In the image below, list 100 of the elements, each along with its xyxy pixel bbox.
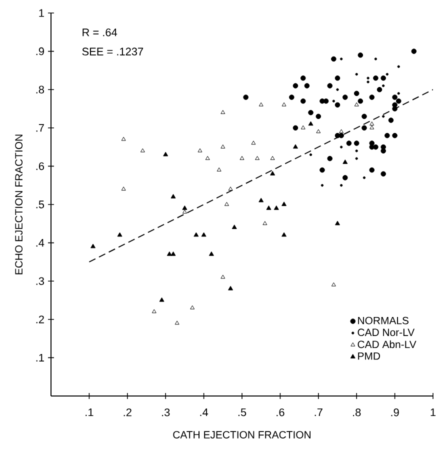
y-tick-label: .2 [36,316,44,324]
point [332,100,336,102]
point [174,320,180,325]
point [388,118,394,123]
point [266,205,272,210]
point [362,114,367,120]
point [346,140,352,146]
point [340,58,343,60]
point [355,150,358,152]
point [358,98,364,104]
x-tick-label: .8 [353,408,361,416]
point [170,194,176,198]
point [201,232,206,237]
point [282,202,287,206]
point [342,160,348,164]
x-tick-label: .3 [162,408,170,416]
point [370,125,374,130]
x-tick-label: .4 [200,408,208,416]
point [224,202,229,206]
point [382,115,385,118]
point [300,75,306,81]
point [208,251,214,256]
x-tick-label: .5 [238,408,246,416]
point [369,94,375,100]
point [194,232,199,237]
point [338,132,344,138]
point [355,157,358,160]
point [354,102,359,106]
point [316,129,321,134]
point [140,148,145,152]
point [336,88,339,91]
point [397,65,400,68]
point [392,94,398,100]
point [240,156,244,160]
point [258,102,264,106]
point [362,176,366,180]
x-axis-title: CATH EJECTION FRACTION [173,431,310,438]
point [335,220,340,226]
point [292,144,298,149]
point [384,132,390,138]
legend-label: PMD [358,352,380,360]
point [270,171,276,176]
legend-label: CAD Nor-LV [358,328,415,336]
point [232,224,237,230]
point [334,102,340,108]
y-tick-label: .5 [36,200,44,208]
point [220,110,226,114]
point [340,146,343,148]
point [282,102,286,106]
point [220,144,226,148]
point [392,132,398,138]
x-tick-label: .9 [391,408,399,416]
point [216,167,222,172]
point [358,52,364,58]
point [354,90,360,96]
point [373,75,378,81]
point [251,140,256,145]
x-tick-label: .1 [86,408,94,416]
point [300,98,306,104]
x-tick-label: .2 [124,408,132,416]
annotation: R = .64 [82,28,118,36]
point [304,83,310,88]
point [90,244,96,248]
point [320,167,325,173]
point [308,121,314,126]
y-tick-label: .3 [36,277,44,285]
point [270,156,275,160]
point [316,114,322,120]
point [258,198,264,202]
point [182,210,187,214]
point [289,94,294,100]
point [292,83,298,88]
point [228,186,233,191]
point [327,156,333,162]
point [334,75,340,81]
point [362,125,367,131]
x-tick-label: .7 [314,408,322,416]
annotation: SEE = .1237 [82,48,144,56]
point [370,122,374,126]
point [309,153,312,156]
y-tick-label: .4 [36,239,44,247]
point [411,48,417,54]
point [392,106,398,112]
y-tick-label: .9 [36,47,44,56]
point [397,92,400,95]
point [198,148,202,152]
y-tick-label: .7 [36,124,44,132]
point [190,305,195,310]
point [374,58,378,60]
point [342,94,348,100]
point [255,156,260,160]
point [320,184,324,187]
point [166,251,172,256]
point [152,309,156,314]
point [354,140,360,146]
legend-label: NORMALS [358,316,409,324]
point [366,76,370,80]
y-tick-label: .1 [36,354,44,362]
point [292,125,298,131]
point [369,167,375,173]
